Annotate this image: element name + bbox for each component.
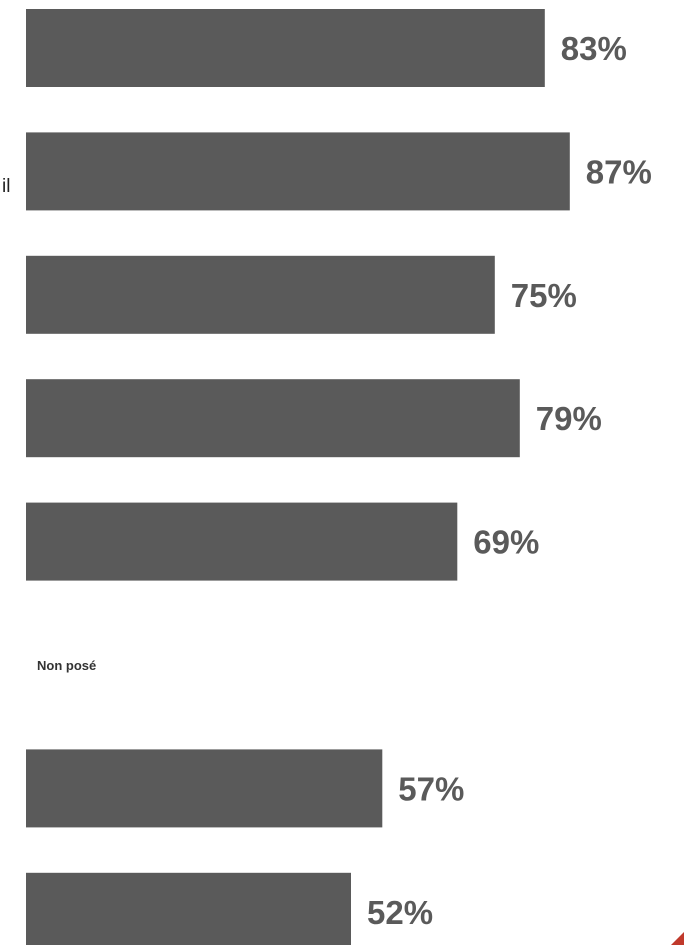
bar-3 — [26, 255, 495, 334]
bar-5 — [26, 502, 458, 581]
bar-1 — [26, 9, 545, 87]
bar-value-label-5: 69% — [473, 524, 539, 561]
bar-value-label-1: 83% — [561, 30, 627, 67]
cut-category-label: il — [2, 176, 10, 197]
bar-value-label-7: 57% — [398, 770, 464, 807]
bar-2 — [26, 132, 570, 211]
bar-value-label-3: 75% — [511, 277, 577, 314]
bar-8 — [26, 872, 351, 945]
bar-7 — [26, 749, 383, 828]
corner-decoration — [671, 932, 684, 945]
bar-4 — [26, 379, 520, 458]
bar-value-label-2: 87% — [586, 153, 652, 190]
bar-value-label-4: 79% — [536, 400, 602, 437]
bars-group: 83% 87% 75% 79% 69% 57% 52% — [26, 9, 652, 945]
bar-value-label-8: 52% — [367, 894, 433, 931]
not-asked-note: Non posé — [37, 658, 96, 673]
